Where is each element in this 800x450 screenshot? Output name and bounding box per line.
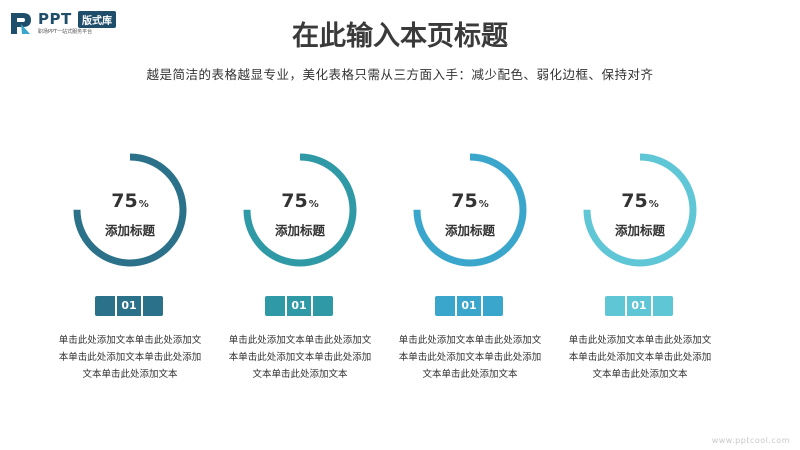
card-title: 添加标题 <box>444 223 495 238</box>
percent-value: 75% <box>560 190 720 212</box>
percent-number: 75 <box>111 190 138 212</box>
percent-number: 75 <box>621 190 648 212</box>
description-line: 本单击此处添加文本单击此处添加 <box>58 352 202 363</box>
badge-segment <box>605 296 625 316</box>
progress-ring <box>73 153 187 267</box>
logo-tagline: 职场PPT一站式服务平台 <box>38 29 93 35</box>
card-title: 添加标题 <box>274 223 325 238</box>
description-line: 本单击此处添加文本单击此处添加 <box>228 352 372 363</box>
badge-segment <box>653 296 673 316</box>
badge-segment <box>435 296 455 316</box>
page-title: 在此输入本页标题 <box>292 21 508 52</box>
description-line: 本单击此处添加文本单击此处添加 <box>568 352 712 363</box>
progress-card: 75% 添加标题 01 单击此处添加文本单击此处添加文 本单击此处添加文本单击此处添加文… <box>560 150 720 390</box>
progress-arc <box>583 153 697 267</box>
badge-segment <box>483 296 503 316</box>
description-line: 单击此处添加文本单击此处添加文 <box>398 335 542 346</box>
card-description: 单击此处添加文本单击此处添加文 本单击此处添加文本单击此处添加 文本单击此处添加文本 <box>50 332 210 383</box>
percent-value: 75% <box>220 190 380 212</box>
badge-segment <box>627 296 651 316</box>
progress-arc <box>243 153 357 267</box>
progress-ring <box>583 153 697 267</box>
progress-arc <box>413 153 527 267</box>
number-badge: 01 <box>605 296 673 316</box>
card-description: 单击此处添加文本单击此处添加文 本单击此处添加文本单击此处添加 文本单击此处添加文本 <box>390 332 550 383</box>
percent-unit: % <box>138 199 149 210</box>
badge-segment <box>457 296 481 316</box>
number-badge: 01 <box>95 296 163 316</box>
card-description: 单击此处添加文本单击此处添加文 本单击此处添加文本单击此处添加 文本单击此处添加文本 <box>560 332 720 383</box>
card-title: 添加标题 <box>614 223 665 238</box>
description-line: 文本单击此处添加文本 <box>252 369 348 380</box>
badge-segment <box>265 296 285 316</box>
progress-card: 75% 添加标题 01 单击此处添加文本单击此处添加文 本单击此处添加文本单击此处添加文… <box>220 150 380 390</box>
description-line: 文本单击此处添加文本 <box>592 369 688 380</box>
badge-segment <box>117 296 141 316</box>
badge-segment <box>95 296 115 316</box>
percent-unit: % <box>478 199 489 210</box>
progress-ring <box>243 153 357 267</box>
logo-brand: PPT <box>38 10 72 28</box>
logo: PPT 版式库 职场PPT一站式服务平台 <box>8 8 148 38</box>
progress-arc <box>73 153 187 267</box>
description-line: 文本单击此处添加文本 <box>422 369 518 380</box>
percent-unit: % <box>648 199 659 210</box>
percent-unit: % <box>308 199 319 210</box>
badge-segment <box>143 296 163 316</box>
card-description: 单击此处添加文本单击此处添加文 本单击此处添加文本单击此处添加 文本单击此处添加文本 <box>220 332 380 383</box>
badge-segment <box>313 296 333 316</box>
badge-number: 01 <box>291 299 307 312</box>
percent-value: 75% <box>50 190 210 212</box>
description-line: 文本单击此处添加文本 <box>82 369 178 380</box>
logo-badge: 版式库 <box>78 11 116 28</box>
number-badge: 01 <box>435 296 503 316</box>
progress-ring <box>413 153 527 267</box>
card-title: 添加标题 <box>104 223 155 238</box>
page-subtitle: 越是简洁的表格越显专业，美化表格只需从三方面入手：减少配色、弱化边框、保持对齐 <box>146 67 654 82</box>
percent-value: 75% <box>390 190 550 212</box>
percent-number: 75 <box>281 190 308 212</box>
description-line: 单击此处添加文本单击此处添加文 <box>568 335 712 346</box>
badge-number: 01 <box>121 299 137 312</box>
number-badge: 01 <box>265 296 333 316</box>
progress-card: 75% 添加标题 01 单击此处添加文本单击此处添加文 本单击此处添加文本单击此处添加文… <box>390 150 550 390</box>
badge-number: 01 <box>461 299 477 312</box>
description-line: 本单击此处添加文本单击此处添加 <box>398 352 542 363</box>
description-line: 单击此处添加文本单击此处添加文 <box>58 335 202 346</box>
progress-card: 75% 添加标题 01 单击此处添加文本单击此处添加文 本单击此处添加文本单击此处添加文… <box>50 150 210 390</box>
description-line: 单击此处添加文本单击此处添加文 <box>228 335 372 346</box>
percent-number: 75 <box>451 190 478 212</box>
badge-segment <box>287 296 311 316</box>
footer-url: www.pptcool.com <box>711 436 790 445</box>
badge-number: 01 <box>631 299 647 312</box>
logo-p-icon <box>11 13 31 34</box>
